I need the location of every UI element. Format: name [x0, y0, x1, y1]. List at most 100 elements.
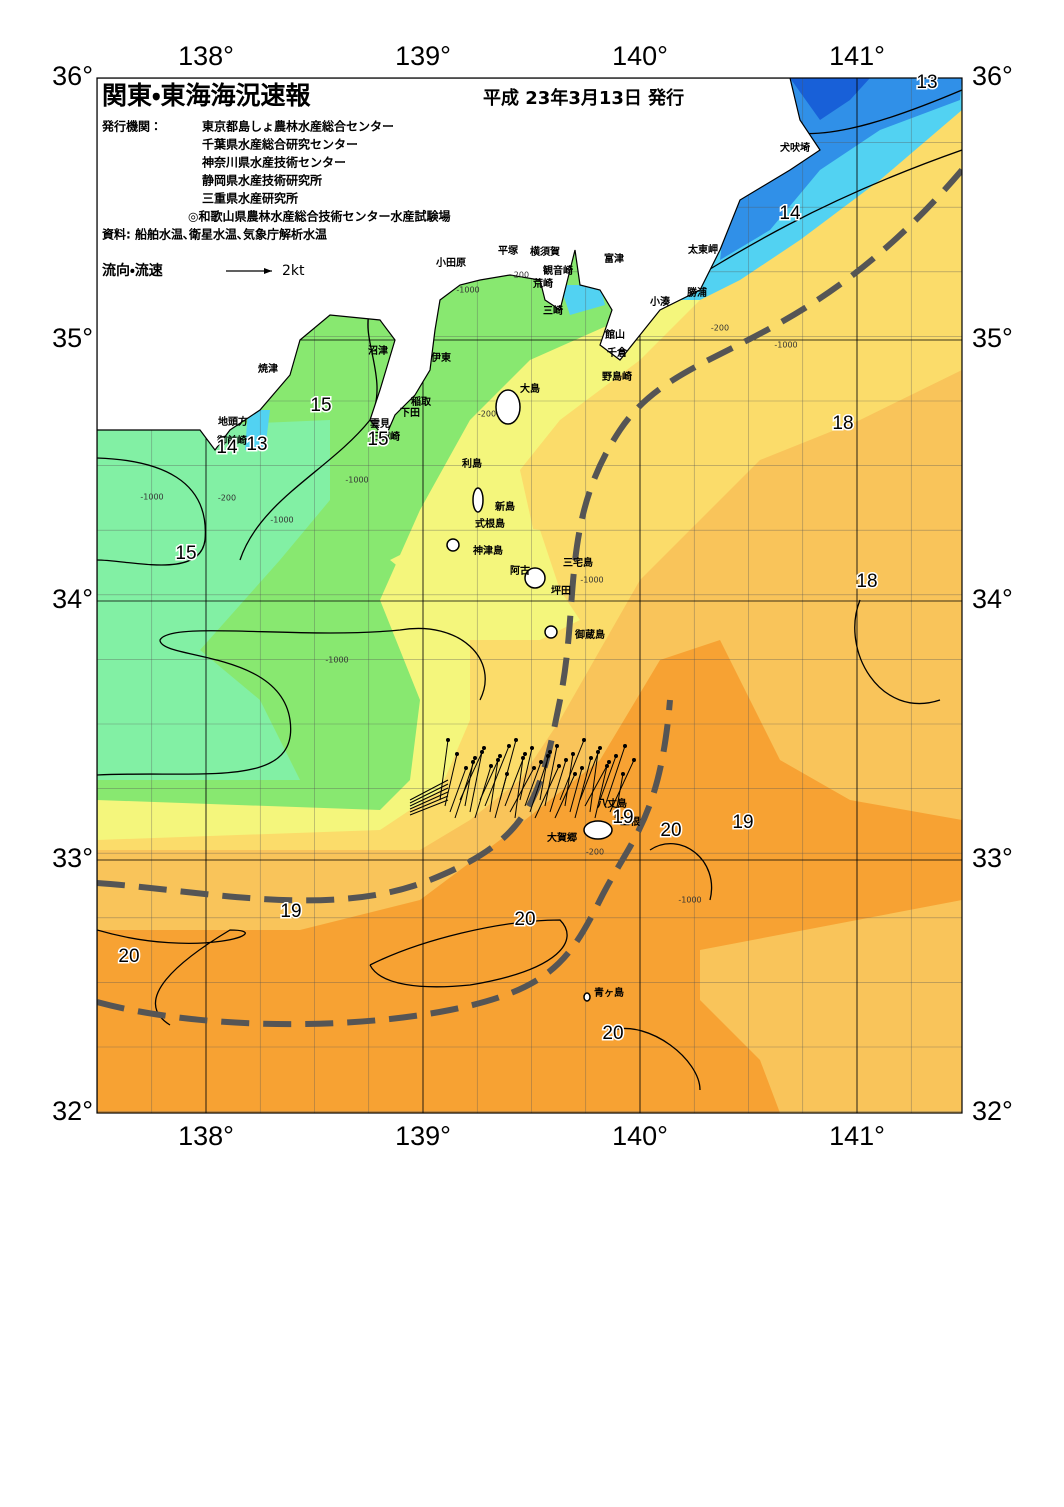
temp-label: 20 [602, 1023, 623, 1044]
depth-label: -200 [511, 271, 529, 280]
isotherm [97, 929, 246, 1026]
island [583, 992, 591, 1002]
lat-label: 35° [972, 323, 1013, 353]
current-arrowhead [555, 744, 559, 748]
publisher: 三重県水産研究所 [202, 191, 298, 206]
current-arrow [479, 755, 501, 801]
place-name: 勝浦 [687, 286, 707, 299]
place-name: 雲見 [370, 418, 390, 430]
temp-label: 14 [216, 437, 238, 458]
place-name: 地頭方 [218, 415, 248, 428]
current-arrowhead [598, 746, 602, 750]
publisher: 東京都島しょ農林水産総合センター [202, 119, 394, 134]
current-arrow [459, 747, 485, 801]
source-note: 資料: 船舶水温､衛星水温､気象庁解析水温 [102, 227, 327, 242]
current-arrow [614, 773, 624, 819]
current-arrowhead [464, 766, 468, 770]
temp-label: 19 [612, 807, 633, 828]
lon-label: 138° [178, 1121, 234, 1151]
depth-label: -200 [218, 494, 236, 503]
place-name: 平塚 [498, 244, 519, 257]
current-arrow [579, 747, 601, 801]
current-arrow [544, 745, 558, 807]
current-arrowhead [548, 750, 552, 754]
current-arrow [569, 767, 583, 813]
temp-label: 20 [660, 820, 681, 841]
place-name: 焼津 [258, 362, 278, 375]
publisher: 神奈川県水産技術センター [201, 155, 346, 170]
current-arrow [409, 787, 449, 807]
place-name: 大賀郷 [547, 831, 577, 844]
current-arrow [489, 759, 499, 813]
current-arrow [584, 761, 610, 807]
current-arrowhead [596, 750, 600, 754]
current-arrow [439, 739, 449, 801]
current-arrow [469, 751, 483, 813]
current-arrowhead [607, 760, 611, 764]
publisher: 静岡県水産技術研究所 [202, 173, 322, 188]
current-arrow [474, 765, 492, 819]
place-name: 青ヶ島 [594, 986, 624, 999]
sea-zones [97, 78, 962, 1113]
isotherm [854, 599, 941, 705]
lat-label: 34° [52, 584, 93, 614]
lon-label: 140° [612, 1121, 668, 1151]
legend-arrowhead [264, 268, 272, 274]
current-arrowhead [482, 746, 486, 750]
current-arrow [589, 751, 599, 813]
place-name: 阿古 [510, 564, 530, 577]
depth-label: -1000 [270, 516, 293, 525]
place-name: 野島崎 [602, 370, 632, 383]
place-name: 利島 [462, 457, 482, 470]
place-name: 横須賀 [530, 245, 560, 258]
kuroshio-edge [97, 168, 962, 904]
current-arrow [409, 795, 449, 813]
current-arrowhead [582, 738, 586, 742]
place-name: 館山 [604, 328, 625, 341]
current-arrow [599, 755, 617, 801]
lat-label: 32° [972, 1096, 1013, 1126]
depth-label: -1000 [774, 341, 797, 350]
island [446, 538, 460, 552]
place-name: 御蔵島 [574, 628, 605, 641]
current-arrowhead [521, 756, 525, 760]
place-name: 観音崎 [543, 264, 573, 277]
legend-label: 流向・流速 [102, 262, 163, 279]
place-name: 下田 [400, 407, 420, 419]
publisher: ◎和歌山県農林水産総合技術センター水産試験場 [188, 209, 450, 224]
current-arrow [409, 779, 449, 801]
lon-label: 138° [178, 41, 234, 71]
lat-label: 33° [52, 843, 93, 873]
place-name: 石廊崎 [369, 430, 400, 443]
place-name: 伊東 [430, 351, 451, 364]
current-arrow [504, 753, 526, 807]
place-name: 小田原 [435, 256, 466, 269]
lat-label: 33° [972, 843, 1013, 873]
current-arrowhead [471, 760, 475, 764]
current-arrow [484, 745, 510, 807]
lon-label: 139° [395, 1121, 451, 1151]
current-arrow [444, 753, 458, 807]
place-name: 犬吠埼 [780, 141, 810, 154]
isotherm [97, 457, 206, 566]
current-arrow [409, 783, 449, 804]
current-arrow [609, 759, 635, 813]
place-name: 坪田 [551, 584, 571, 597]
current-arrowhead [507, 744, 511, 748]
depth-label: -1000 [325, 656, 348, 665]
current-arrow [499, 739, 517, 801]
grid [97, 78, 962, 1113]
issue-date: 平成 23年3月13日 発行 [483, 87, 684, 109]
lat-label: 35° [52, 323, 93, 353]
current-arrow [549, 759, 567, 813]
current-arrow [564, 753, 574, 807]
temp-label: 18 [832, 413, 853, 434]
current-arrowhead [530, 746, 534, 750]
depth-label: -1000 [345, 476, 368, 485]
isotherm [649, 843, 713, 901]
current-arrows [409, 738, 636, 819]
current-arrowhead [564, 758, 568, 762]
lat-label: 34° [972, 584, 1013, 614]
